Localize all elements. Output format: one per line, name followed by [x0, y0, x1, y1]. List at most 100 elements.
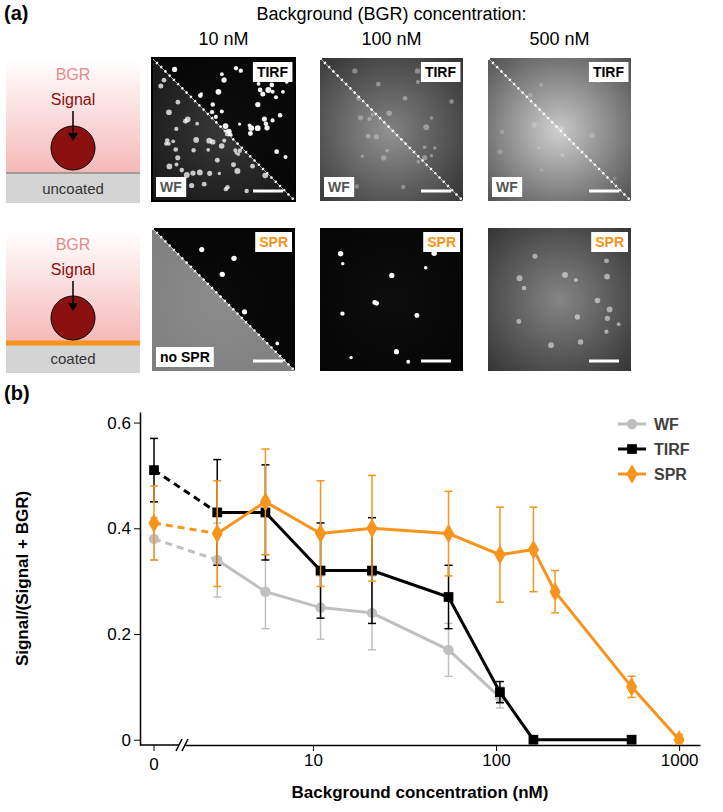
data-point — [149, 465, 159, 475]
spot — [578, 339, 583, 344]
spot — [231, 256, 236, 261]
image-ground — [152, 228, 295, 371]
spot — [173, 147, 178, 152]
spot — [220, 272, 225, 277]
tick-label: 1000 — [661, 751, 699, 770]
image-label: WF — [496, 179, 518, 195]
data-point — [443, 645, 453, 655]
error-bar-cap — [496, 602, 504, 604]
spot — [269, 83, 274, 88]
data-point — [260, 587, 270, 597]
image-region — [320, 58, 463, 201]
data-point — [444, 592, 454, 602]
spot — [158, 84, 163, 89]
tick-mark — [134, 740, 140, 741]
data-point — [148, 513, 159, 533]
x-axis: 101001000 — [186, 745, 701, 770]
spot — [164, 142, 168, 146]
spot — [416, 80, 420, 84]
panel-a: (a)Background (BGR) concentration:10 nM1… — [4, 2, 631, 373]
background-layer — [6, 60, 140, 173]
spot — [562, 272, 568, 278]
substrate-edge — [6, 341, 140, 346]
spot — [255, 102, 260, 107]
image-label: WF — [160, 179, 182, 195]
spot — [189, 183, 194, 188]
error-bar-cap — [261, 628, 269, 630]
spot — [223, 123, 229, 129]
spot — [366, 134, 371, 139]
spot — [528, 93, 533, 98]
series-line — [217, 502, 679, 740]
error-bar-cap — [150, 438, 158, 440]
tick-label: 0 — [122, 731, 131, 750]
panel-b: (b)00.20.40.60101001000Background concen… — [4, 382, 701, 802]
data-point — [366, 519, 377, 539]
spot — [257, 82, 261, 86]
column-label: 500 nM — [529, 29, 589, 49]
data-point — [626, 677, 637, 697]
spot — [172, 67, 177, 72]
spot — [197, 169, 203, 175]
spot — [264, 121, 269, 126]
spot — [248, 131, 253, 136]
tick-label: 0.6 — [107, 414, 131, 433]
spot — [239, 68, 243, 72]
error-bar-cap — [368, 623, 376, 625]
spot — [242, 309, 247, 314]
spot — [604, 330, 608, 334]
spot — [244, 189, 248, 193]
substrate — [6, 343, 140, 373]
x-axis-zero: 0 — [140, 739, 188, 774]
image-region — [320, 228, 463, 371]
background-layer — [6, 230, 140, 343]
schematic: BGRSignalcoated — [6, 230, 140, 373]
signal-label: Signal — [51, 91, 95, 108]
panel-title: Background (BGR) concentration: — [256, 4, 526, 24]
data-point — [260, 492, 271, 512]
axis-line — [140, 413, 142, 746]
legend-swatch — [626, 464, 637, 484]
data-point — [315, 524, 326, 544]
schematic: BGRSignaluncoated — [6, 60, 140, 203]
data-point — [495, 687, 505, 697]
label-box — [156, 177, 186, 197]
substrate-label: coated — [50, 350, 95, 367]
error-bar-cap — [551, 612, 559, 614]
micrograph: SPRno SPR — [152, 228, 295, 371]
image-label: SPR — [259, 234, 288, 250]
tick-label: 0 — [149, 755, 158, 774]
spot — [416, 160, 420, 164]
spot — [190, 170, 195, 175]
image-region — [152, 228, 295, 371]
spot — [355, 184, 359, 188]
y-axis: 00.20.40.6 — [107, 413, 140, 750]
spot — [517, 275, 523, 281]
spot — [415, 68, 420, 73]
axis-break — [176, 739, 182, 751]
spot — [532, 254, 537, 259]
data-point — [674, 730, 685, 745]
plot-data — [148, 438, 684, 745]
error-bar-cap — [150, 485, 158, 487]
image-region — [488, 228, 631, 371]
spot — [167, 164, 173, 170]
image-label: SPR — [427, 234, 456, 250]
error-bar-cap — [317, 480, 325, 482]
error-bar-cap — [261, 554, 269, 556]
spot — [340, 312, 344, 316]
tick-label: 0.2 — [107, 625, 131, 644]
error-bar-cap — [529, 591, 537, 593]
spot — [183, 119, 188, 124]
spot — [372, 300, 377, 305]
error-bar-cap — [213, 459, 221, 461]
tick: 0.2 — [107, 625, 140, 644]
tick-label: 100 — [482, 751, 510, 770]
spot — [406, 360, 410, 364]
image-label: WF — [328, 179, 350, 195]
image-label: TIRF — [425, 64, 457, 80]
error-bar-cap — [261, 559, 269, 561]
spot — [218, 172, 221, 175]
spot — [414, 313, 419, 318]
substrate-label: uncoated — [42, 180, 104, 197]
